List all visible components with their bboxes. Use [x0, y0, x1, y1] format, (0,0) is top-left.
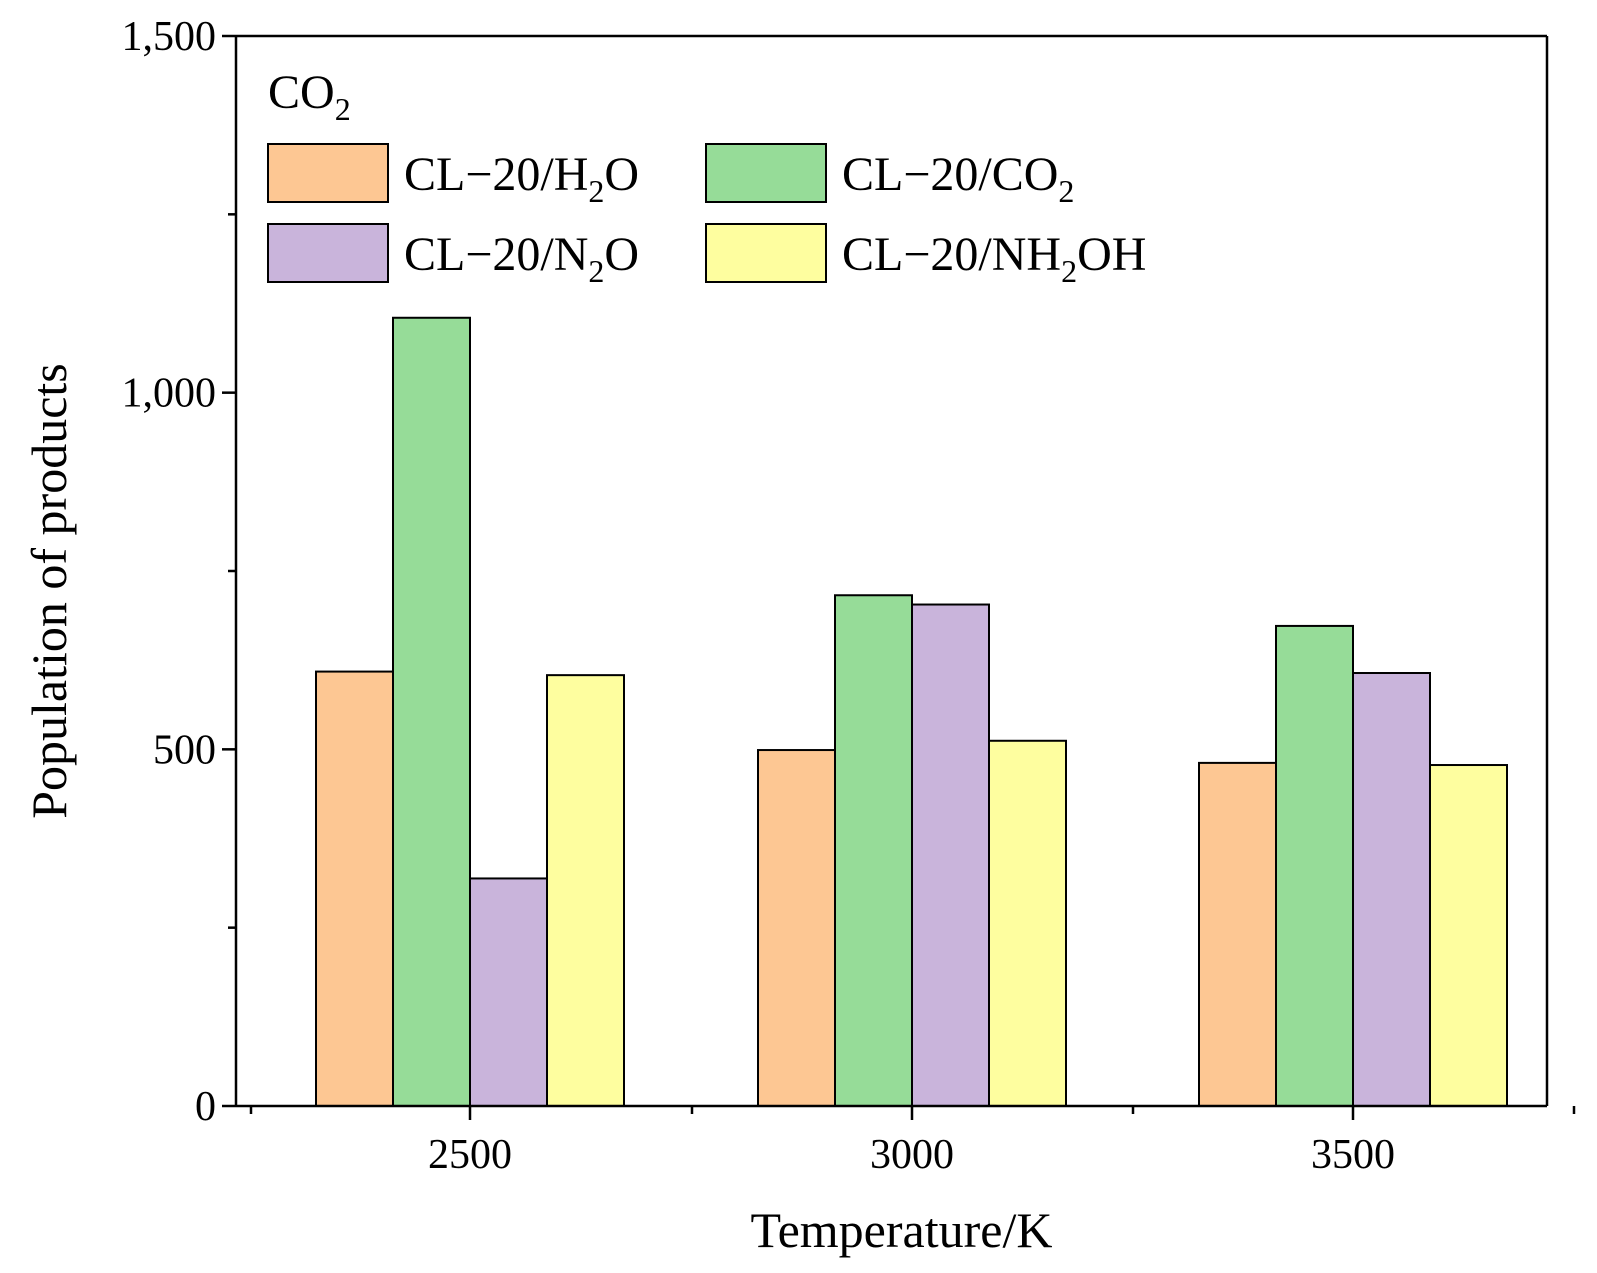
y-tick-label: 1,500	[122, 14, 217, 60]
y-tick-label: 0	[195, 1084, 216, 1130]
y-tick-label: 1,000	[122, 371, 217, 417]
bar-2500-series-1	[315, 670, 394, 1108]
bar-3000-series-3	[911, 603, 990, 1107]
legend-label: CL−20/H2O	[404, 148, 639, 209]
x-axis-title: Temperature/K	[751, 1202, 1053, 1258]
legend-swatch	[267, 143, 389, 203]
legend-item-4: CL−20/NH2OH	[705, 223, 1146, 289]
x-tick-label: 3000	[870, 1132, 954, 1178]
legend-item-2: CL−20/CO2	[705, 143, 1074, 209]
bar-2500-series-4	[546, 674, 625, 1107]
legend-item-3: CL−20/N2O	[267, 223, 639, 289]
legend-swatch	[267, 223, 389, 283]
legend-label: CL−20/N2O	[404, 228, 639, 289]
bar-3500-series-4	[1429, 764, 1508, 1107]
bar-3500-series-2	[1275, 624, 1354, 1108]
labels-layer: 0 500 1,000 1,500 2500 3000 3500 Temperature/K P…	[21, 14, 1395, 1258]
legend-swatch	[705, 223, 827, 283]
bar-2500-series-2	[392, 316, 471, 1107]
y-tick-label: 500	[153, 727, 216, 773]
legend: CO2 CL−20/H2O CL−20/CO2 CL−20/N2O CL−20/NH2O…	[267, 66, 1146, 289]
bars-layer	[315, 316, 1508, 1108]
bar-3500-series-3	[1352, 672, 1431, 1107]
y-axis-title: Population of products	[21, 363, 77, 819]
axes-layer	[222, 34, 1576, 1120]
plot-annotation: CO2	[268, 66, 351, 127]
bar-3000-series-4	[988, 739, 1067, 1107]
x-tick-label: 2500	[428, 1132, 512, 1178]
legend-label: CL−20/NH2OH	[842, 228, 1146, 289]
bar-3000-series-2	[834, 594, 913, 1108]
bar-3500-series-1	[1198, 761, 1277, 1107]
legend-item-1: CL−20/H2O	[267, 143, 639, 209]
legend-label: CL−20/CO2	[842, 148, 1074, 209]
bar-2500-series-3	[469, 877, 548, 1107]
bar-3000-series-1	[757, 749, 836, 1108]
x-tick-label: 3500	[1311, 1132, 1395, 1178]
legend-swatch	[705, 143, 827, 203]
